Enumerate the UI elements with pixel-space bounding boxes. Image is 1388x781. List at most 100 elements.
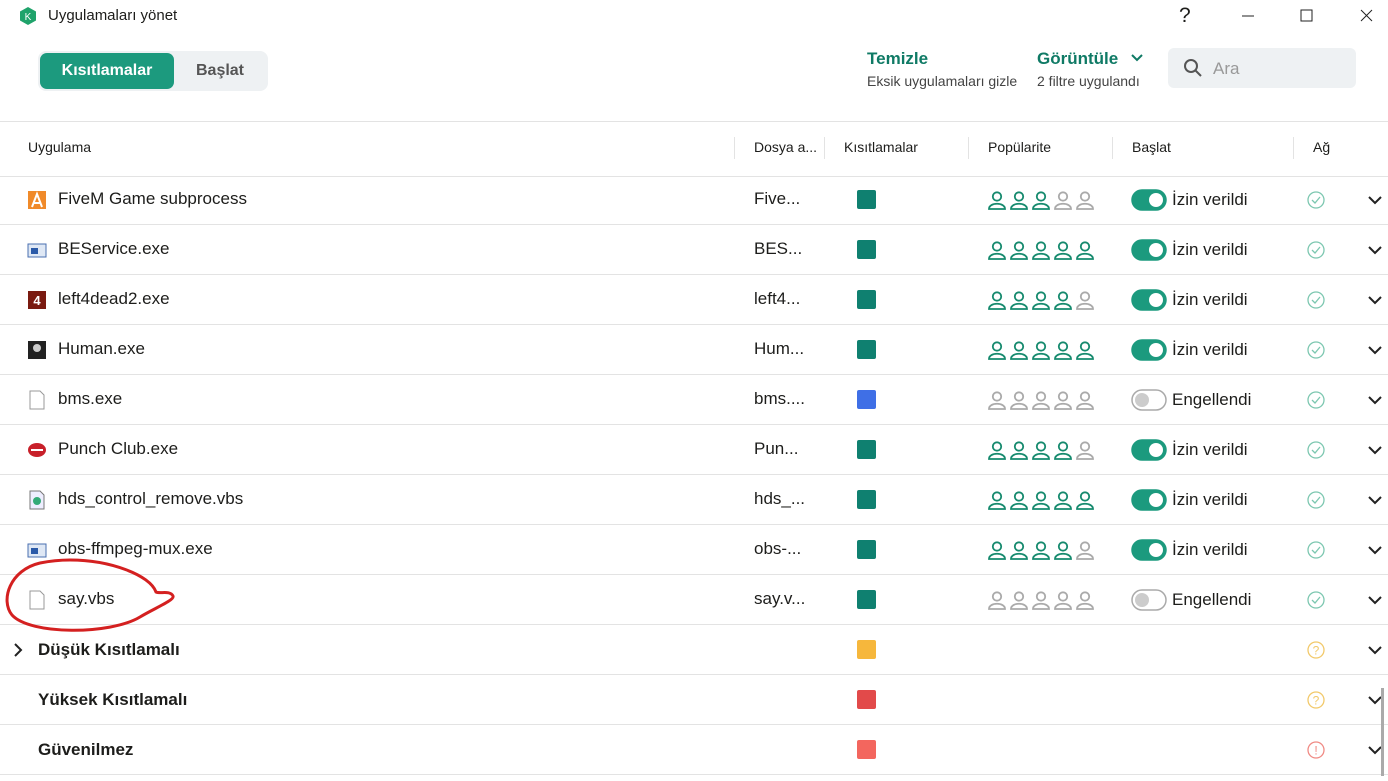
file-name: say.v... [754, 589, 806, 608]
app-row[interactable]: obs-ffmpeg-mux.exe obs-... İzin verildi [0, 525, 1388, 575]
column-label: Dosya a... [754, 139, 818, 155]
network-ok-icon [1307, 191, 1325, 209]
app-icon: 4 [28, 291, 46, 309]
group-row[interactable]: Güvenilmez! [0, 725, 1388, 775]
restriction-square [857, 740, 876, 759]
app-row[interactable]: 4 left4dead2.exe left4... İzin verildi [0, 275, 1388, 325]
app-row[interactable]: say.vbs say.v... Engellendi [0, 575, 1388, 625]
app-row[interactable]: Punch Club.exe Pun... İzin verildi [0, 425, 1388, 475]
file-name: Hum... [754, 339, 805, 358]
collapse-chevron[interactable] [14, 643, 23, 657]
popularity-icons [988, 541, 1094, 560]
app-icon [29, 390, 45, 410]
app-row[interactable]: BEService.exe BES... İzin verildi [0, 225, 1388, 275]
app-row[interactable]: bms.exe bms.... Engellendi [0, 375, 1388, 425]
toggle[interactable] [1131, 539, 1167, 561]
status-text: İzin verildi [1172, 490, 1248, 509]
restriction-square [857, 590, 876, 609]
view-chevron[interactable] [1131, 54, 1143, 62]
expand-chevron[interactable] [1368, 446, 1382, 455]
column-header [0, 121, 1388, 177]
restriction-square [857, 190, 876, 209]
group-row[interactable]: Düşük Kısıtlamalı? [0, 625, 1388, 675]
app-icon [28, 191, 46, 209]
popularity-icons [988, 441, 1094, 460]
toggle[interactable] [1131, 389, 1167, 411]
group-name: Yüksek Kısıtlamalı [38, 690, 188, 709]
popularity-icons [988, 291, 1094, 310]
svg-text:K: K [25, 12, 32, 23]
expand-chevron[interactable] [1368, 646, 1382, 655]
tab[interactable]: Başlat [195, 62, 245, 79]
status-text: İzin verildi [1172, 240, 1248, 259]
toggle[interactable] [1131, 439, 1167, 461]
network-glyph: ? [1313, 694, 1320, 708]
app-name: hds_control_remove.vbs [58, 489, 244, 508]
network-glyph: ? [1313, 644, 1320, 658]
app-row[interactable]: FiveM Game subprocess Five... İzin verildi [0, 175, 1388, 225]
group-name: Düşük Kısıtlamalı [38, 640, 180, 659]
toggle[interactable] [1131, 239, 1167, 261]
restriction-square [857, 240, 876, 259]
expand-chevron[interactable] [1368, 296, 1382, 305]
network-ok-icon [1307, 591, 1325, 609]
window-controls[interactable] [1240, 9, 1380, 24]
file-name: bms.... [754, 389, 806, 408]
toggle[interactable] [1131, 589, 1167, 611]
column-label: Başlat [1132, 139, 1171, 155]
file-name: left4... [754, 289, 801, 308]
status-text: İzin verildi [1172, 440, 1248, 459]
expand-chevron[interactable] [1368, 746, 1382, 755]
view-button[interactable]: Görüntüle [1037, 49, 1119, 68]
network-icon: ? [1307, 691, 1325, 709]
status-text: İzin verildi [1172, 340, 1248, 359]
column-divider [734, 137, 735, 159]
toggle[interactable] [1131, 339, 1167, 361]
network-ok-icon [1307, 541, 1325, 559]
app-icon [29, 590, 45, 610]
column-label: Uygulama [28, 139, 92, 155]
column-label: Ağ [1313, 139, 1331, 155]
column-label: Kısıtlamalar [844, 139, 918, 155]
clean-button[interactable]: Temizle [867, 49, 929, 68]
app-row[interactable]: hds_control_remove.vbs hds_... İzin verild… [0, 475, 1388, 525]
clean-subtitle: Eksik uygulamaları gizle [867, 73, 1018, 89]
network-ok-icon [1307, 341, 1325, 359]
help-button[interactable]: ? [1179, 4, 1191, 27]
group-row[interactable]: Yüksek Kısıtlamalı? [0, 675, 1388, 725]
popularity-icons [988, 491, 1094, 510]
status-text: Engellendi [1172, 390, 1252, 409]
network-ok-icon [1307, 491, 1325, 509]
expand-chevron[interactable] [1368, 396, 1382, 405]
app-name: Human.exe [58, 339, 145, 358]
column-divider [1293, 137, 1294, 159]
app-name: left4dead2.exe [58, 289, 170, 308]
tab[interactable]: Kısıtlamalar [40, 53, 174, 89]
expand-chevron[interactable] [1368, 196, 1382, 205]
app-row[interactable]: Human.exe Hum... İzin verildi [0, 325, 1388, 375]
view-subtitle: 2 filtre uygulandı [1037, 73, 1140, 89]
restriction-square [857, 340, 876, 359]
app-icon [28, 443, 46, 457]
status-text: İzin verildi [1172, 190, 1248, 209]
expand-chevron[interactable] [1368, 246, 1382, 255]
popularity-icons [988, 341, 1094, 360]
group-name: Güvenilmez [38, 740, 134, 759]
restriction-square [857, 690, 876, 709]
expand-chevron[interactable] [1368, 696, 1382, 705]
column-label: Popülarite [988, 139, 1052, 155]
toggle[interactable] [1131, 289, 1167, 311]
popularity-icons [988, 391, 1094, 410]
search-box[interactable] [1168, 48, 1356, 88]
toggle[interactable] [1131, 189, 1167, 211]
expand-chevron[interactable] [1368, 346, 1382, 355]
popularity-icons [988, 241, 1094, 260]
toggle[interactable] [1131, 489, 1167, 511]
window-title: Uygulamaları yönet [48, 7, 178, 24]
expand-chevron[interactable] [1368, 546, 1382, 555]
expand-chevron[interactable] [1368, 496, 1382, 505]
file-name: Five... [754, 189, 801, 208]
expand-chevron[interactable] [1368, 596, 1382, 605]
restriction-square [857, 290, 876, 309]
file-name: BES... [754, 239, 803, 258]
